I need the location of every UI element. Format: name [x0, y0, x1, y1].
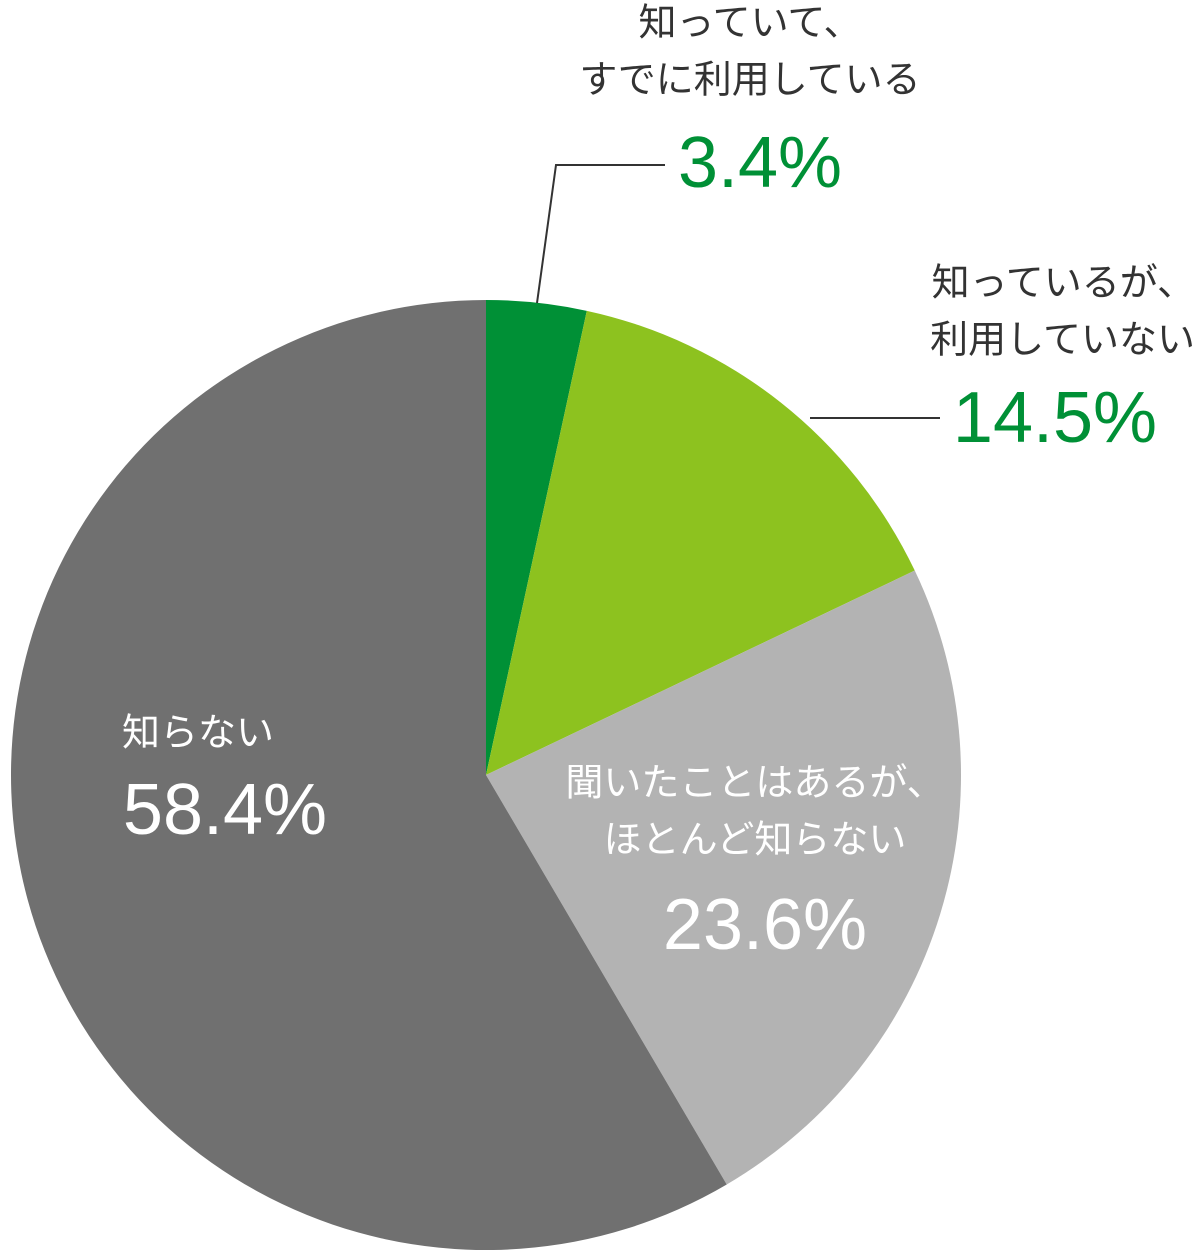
pie-slice	[486, 300, 587, 775]
slice-label: 聞いたことはあるが、	[565, 761, 944, 805]
pie-slice	[486, 310, 915, 775]
value-label: 3.4%	[678, 123, 842, 203]
slice-label: 知らない	[122, 711, 274, 755]
slice-label: すでに利用している	[579, 58, 920, 102]
slice-label: ほとんど知らない	[604, 818, 907, 862]
pie-slice	[10, 300, 727, 1250]
slice-label: 知っているが、	[932, 261, 1195, 305]
slice-label: 利用していない	[930, 318, 1195, 362]
slice-label: 知っていて、	[638, 1, 861, 45]
leader-line	[536, 164, 665, 304]
pie-slice	[486, 570, 961, 1185]
value-label: 23.6%	[663, 885, 867, 965]
value-label: 14.5%	[953, 378, 1157, 458]
value-label: 58.4%	[123, 770, 327, 850]
